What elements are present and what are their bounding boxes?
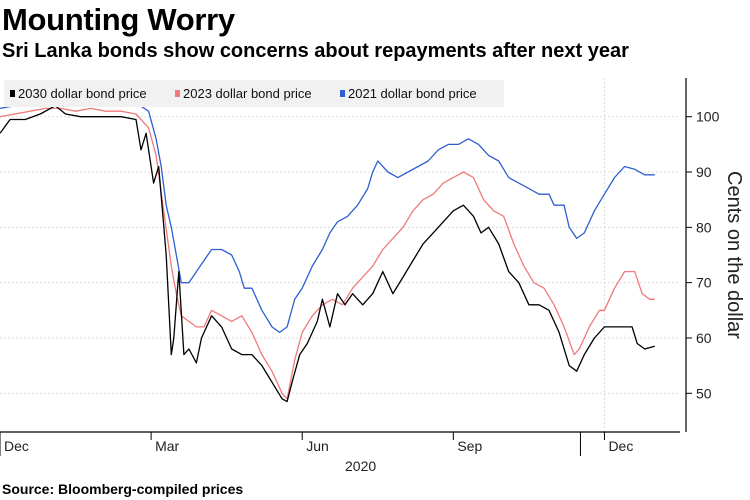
x-tick-label: Jun: [306, 438, 329, 454]
series-line-2023: [0, 107, 655, 400]
y-tick-label: 50: [696, 385, 712, 401]
x-axis-year-label: 2020: [345, 458, 376, 474]
y-tick-label: 80: [696, 219, 712, 235]
x-tick-label: Dec: [608, 438, 633, 454]
x-tick-label: Mar: [155, 438, 179, 454]
x-tick-label: Dec: [4, 438, 29, 454]
series-lines: [0, 99, 655, 403]
y-tick-label: 70: [696, 275, 712, 291]
source-note: Source: Bloomberg-compiled prices: [2, 481, 244, 497]
legend-label: 2021 dollar bond price: [348, 86, 477, 101]
legend-swatch: [10, 90, 15, 97]
chart-subtitle: Sri Lanka bonds show concerns about repa…: [2, 40, 629, 62]
legend-label: 2030 dollar bond price: [18, 86, 147, 101]
series-line-2021: [0, 99, 655, 334]
plot-background: [0, 78, 680, 432]
legend-swatch: [175, 90, 180, 97]
y-tick-label: 90: [696, 164, 712, 180]
y-tick-label: 100: [696, 109, 720, 125]
y-axis-label: Cents on the dollar: [723, 171, 745, 339]
series-line-2030: [0, 105, 655, 403]
legend-swatch: [340, 90, 345, 97]
legend-background: [4, 80, 504, 107]
x-tick-label: Sep: [457, 438, 482, 454]
legend-label: 2023 dollar bond price: [183, 86, 312, 101]
legend: 2030 dollar bond price 2023 dollar bond p…: [10, 86, 477, 101]
x-axis-ticks: Dec Mar Jun Sep Dec: [0, 432, 633, 454]
y-tick-label: 60: [696, 330, 712, 346]
y-axis-ticks: 100 90 80 70 60 50: [686, 109, 720, 401]
chart-title: Mounting Worry: [2, 2, 235, 37]
